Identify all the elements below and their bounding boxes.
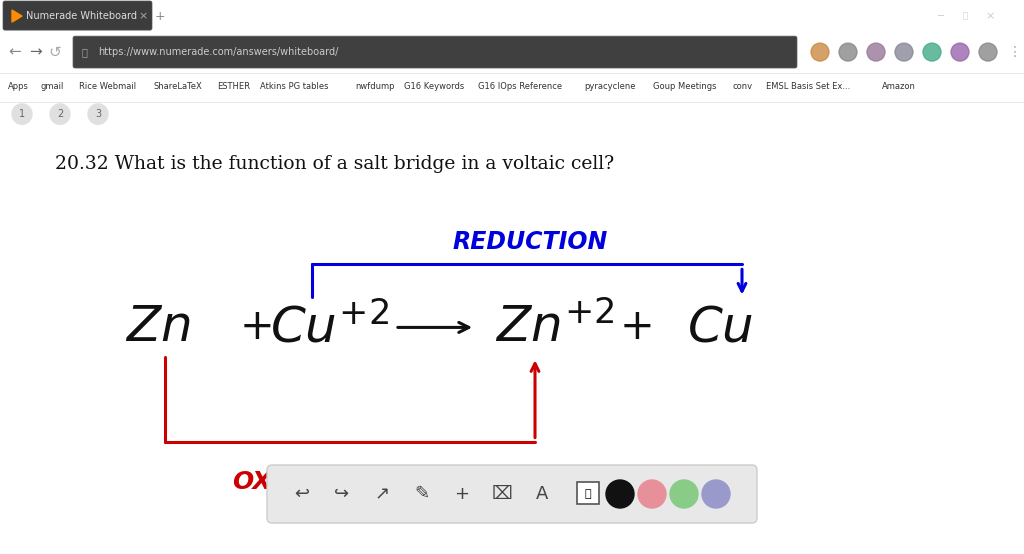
Text: $\mathit{Zn}^{+2}$: $\mathit{Zn}^{+2}$ — [496, 303, 614, 352]
Circle shape — [12, 104, 32, 124]
Text: G16 Keywords: G16 Keywords — [404, 82, 464, 91]
Text: ↪: ↪ — [335, 485, 349, 503]
Text: →: → — [29, 44, 41, 60]
Text: ─: ─ — [937, 11, 943, 21]
Text: REDUCTION: REDUCTION — [453, 230, 607, 254]
Text: gmail: gmail — [41, 82, 65, 91]
Text: https://www.numerade.com/answers/whiteboard/: https://www.numerade.com/answers/whitebo… — [98, 47, 338, 57]
Text: ⋮: ⋮ — [1008, 45, 1022, 59]
Text: $+$: $+$ — [239, 306, 271, 348]
Text: 1: 1 — [18, 109, 25, 119]
Text: 20.32 What is the function of a salt bridge in a voltaic cell?: 20.32 What is the function of a salt bri… — [55, 156, 614, 173]
Text: ShareLaTeX: ShareLaTeX — [154, 82, 202, 91]
Text: +: + — [155, 9, 165, 23]
Text: A: A — [536, 485, 548, 503]
FancyBboxPatch shape — [267, 465, 757, 523]
Circle shape — [50, 104, 70, 124]
Text: 2: 2 — [57, 109, 63, 119]
Text: 3: 3 — [95, 109, 101, 119]
Circle shape — [895, 43, 913, 61]
Text: EMSL Basis Set Ex...: EMSL Basis Set Ex... — [766, 82, 850, 91]
Text: OXIDATION: OXIDATION — [232, 470, 387, 494]
Text: 🔒: 🔒 — [82, 47, 88, 57]
Text: $+$: $+$ — [618, 306, 651, 348]
Text: G16 IOps Reference: G16 IOps Reference — [478, 82, 562, 91]
Circle shape — [979, 43, 997, 61]
Text: ×: × — [138, 11, 147, 21]
Text: ↩: ↩ — [295, 485, 309, 503]
Text: ⌧: ⌧ — [492, 485, 512, 503]
Text: ⧠: ⧠ — [963, 12, 968, 20]
Circle shape — [811, 43, 829, 61]
Circle shape — [88, 104, 108, 124]
Circle shape — [702, 480, 730, 508]
Text: ↺: ↺ — [48, 44, 61, 60]
Text: Atkins PG tables: Atkins PG tables — [260, 82, 329, 91]
Text: Amazon: Amazon — [882, 82, 915, 91]
Text: Numerade Whiteboard: Numerade Whiteboard — [26, 11, 137, 21]
Text: ×: × — [985, 11, 994, 21]
Text: Goup Meetings: Goup Meetings — [653, 82, 717, 91]
Text: $\mathit{Zn}$: $\mathit{Zn}$ — [125, 304, 190, 351]
Text: nwfdump: nwfdump — [355, 82, 395, 91]
Circle shape — [638, 480, 666, 508]
Circle shape — [839, 43, 857, 61]
Circle shape — [867, 43, 885, 61]
Circle shape — [923, 43, 941, 61]
Text: ←: ← — [8, 44, 22, 60]
Circle shape — [606, 480, 634, 508]
Text: ESTHER: ESTHER — [217, 82, 250, 91]
Text: +: + — [455, 485, 469, 503]
Text: conv: conv — [733, 82, 753, 91]
Circle shape — [951, 43, 969, 61]
Circle shape — [670, 480, 698, 508]
Text: pyracyclene: pyracyclene — [584, 82, 636, 91]
FancyBboxPatch shape — [3, 1, 152, 30]
FancyBboxPatch shape — [577, 482, 599, 504]
Text: $\mathit{Cu}$: $\mathit{Cu}$ — [687, 304, 754, 351]
Text: 🏔: 🏔 — [585, 489, 591, 499]
Text: Rice Webmail: Rice Webmail — [79, 82, 136, 91]
Text: ↗: ↗ — [375, 485, 389, 503]
Text: ✎: ✎ — [415, 485, 429, 503]
Text: $\mathit{Cu}^{+2}$: $\mathit{Cu}^{+2}$ — [270, 303, 389, 352]
FancyBboxPatch shape — [73, 36, 797, 68]
Polygon shape — [12, 10, 22, 22]
Text: Apps: Apps — [8, 82, 29, 91]
